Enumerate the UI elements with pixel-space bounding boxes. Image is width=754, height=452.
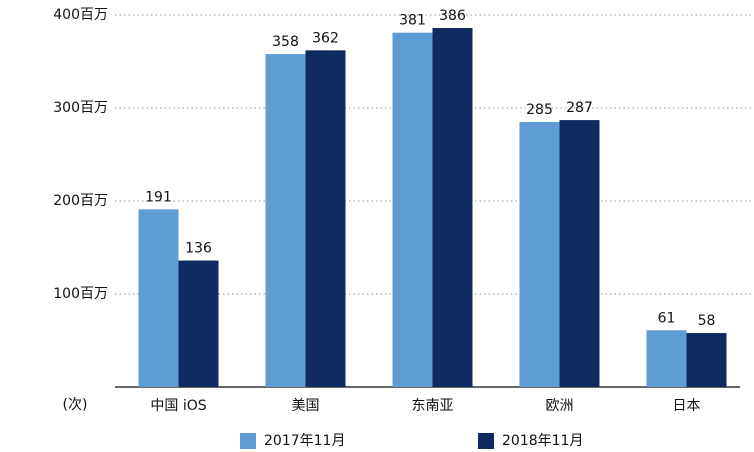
value-label: 136: [185, 241, 212, 257]
x-tick-label: 东南亚: [412, 398, 454, 414]
y-tick-label: 200百万: [53, 193, 108, 209]
value-label: 386: [439, 8, 466, 24]
bar: [138, 209, 179, 387]
bar: [178, 260, 219, 387]
y-tick-label: 400百万: [53, 7, 108, 23]
y-tick-label: 100百万: [53, 286, 108, 302]
legend-swatch: [240, 433, 256, 449]
value-label: 358: [272, 34, 299, 50]
bar: [432, 28, 473, 388]
bar: [392, 32, 433, 388]
value-label: 287: [566, 100, 593, 116]
legend-swatch: [478, 433, 494, 449]
x-tick-label: 中国 iOS: [150, 398, 206, 414]
x-tick-label: 欧洲: [546, 398, 574, 414]
y-axis-label: (次): [63, 397, 88, 413]
x-tick-label: 美国: [292, 398, 320, 414]
value-label: 362: [312, 30, 339, 46]
value-label: 191: [145, 189, 172, 205]
bar: [646, 330, 687, 387]
bar: [559, 120, 600, 387]
value-label: 58: [698, 313, 716, 329]
value-label: 61: [658, 310, 676, 326]
legend-label: 2017年11月: [264, 433, 345, 449]
x-tick-label: 日本: [673, 398, 701, 414]
value-label: 381: [399, 13, 426, 29]
bar: [686, 333, 727, 387]
y-tick-label: 300百万: [53, 100, 108, 116]
legend-label: 2018年11月: [502, 433, 583, 449]
bar: [305, 50, 346, 388]
bar: [265, 54, 306, 388]
value-label: 285: [526, 102, 553, 118]
bar: [519, 121, 560, 387]
